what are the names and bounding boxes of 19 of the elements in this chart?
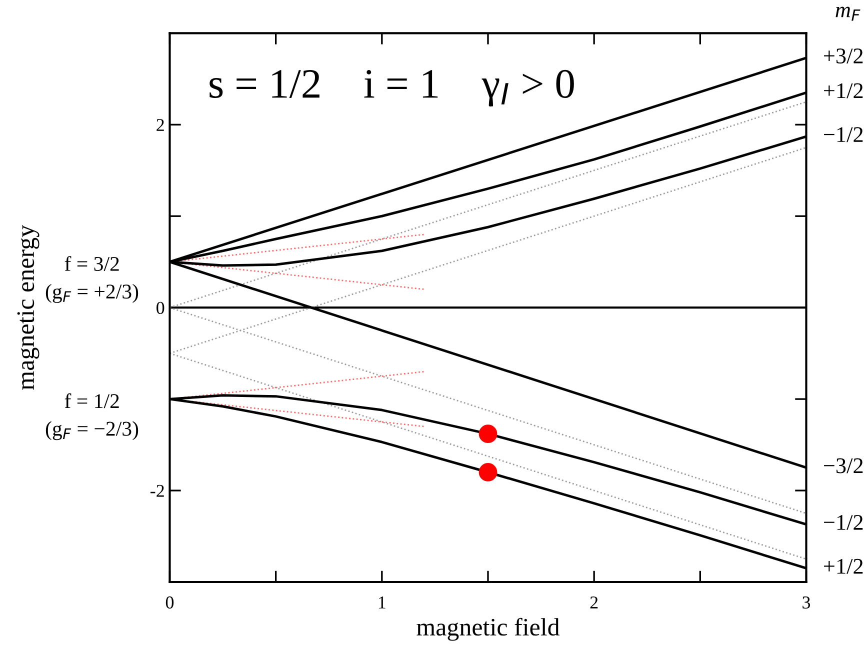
series-label: −1/2 [824,515,863,530]
y-axis-title: magnetic energy [17,224,40,390]
series-label: +1/2 [824,558,863,574]
x-tick-label: 1 [378,596,386,608]
x-tick-label: 2 [590,596,598,608]
series-label: −3/2 [824,458,863,474]
legend-label: −1/2 [824,127,863,142]
y-tick-label: 0 [156,302,164,314]
legend-title: m$_{F}$ [836,6,860,21]
annotation: f = 3/2 (g$_{F}$ = +2/3) [46,256,138,303]
series-label: +1/2 [824,83,863,98]
y-tick-label: -2 [150,484,164,497]
annotation: f = 1/2 (g$_{F}$ = −2/3) [46,393,138,440]
x-tick-label: 3 [802,596,810,609]
y-tick-label: 2 [156,118,164,131]
x-tick-label: 0 [166,596,174,609]
text: s = 1/2 i = 1 γ$_{I}$ > 0 [210,70,574,106]
series-label: +3/2 [824,48,863,64]
x-axis-title: magnetic field [416,618,560,641]
